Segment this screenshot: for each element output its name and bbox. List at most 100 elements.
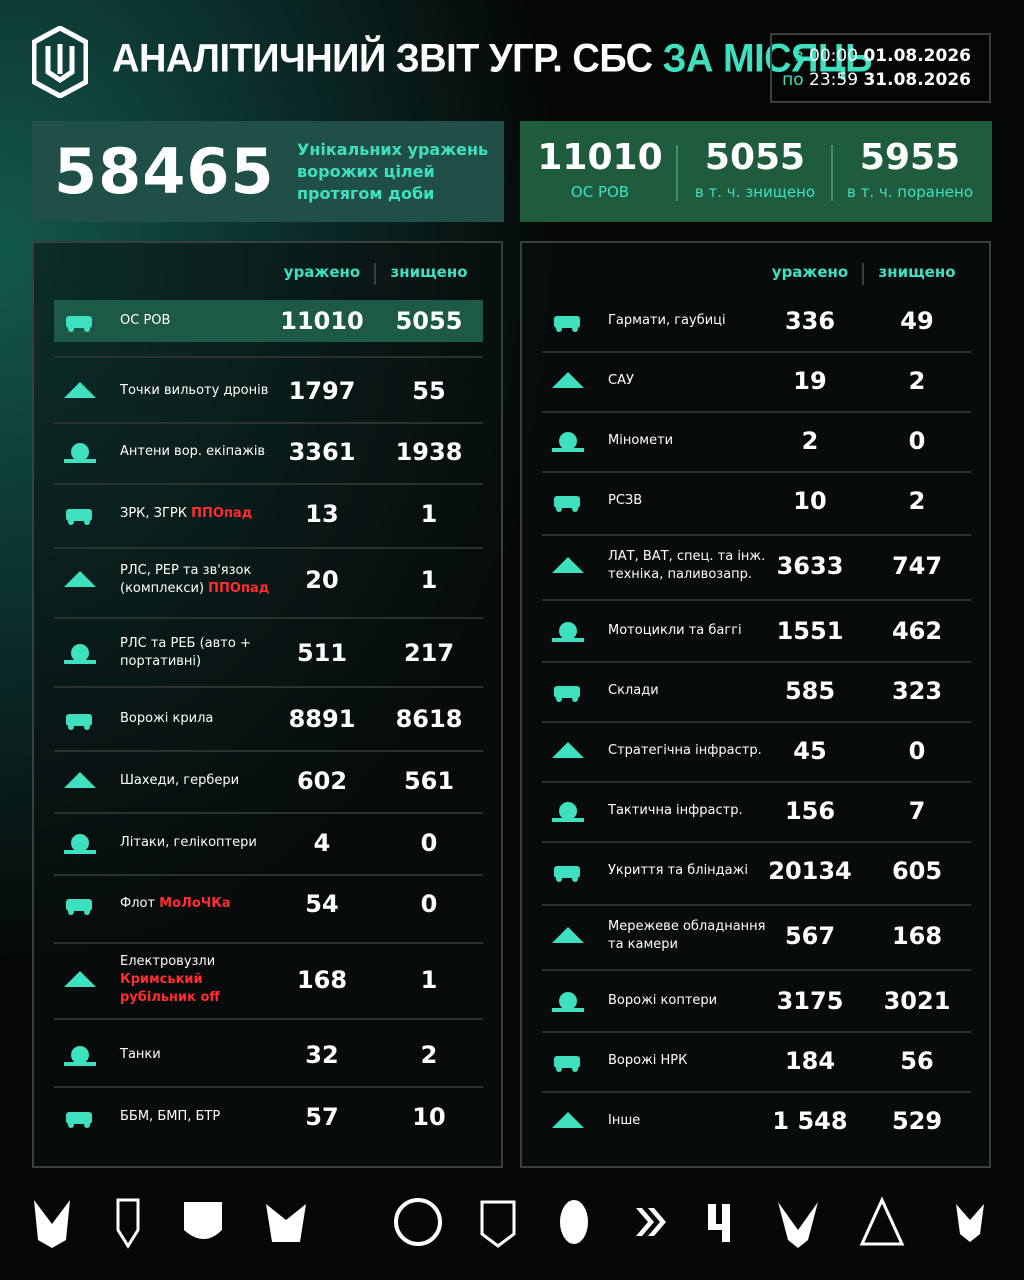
stat-label: в т. ч. поранено (847, 183, 973, 201)
row-icon (64, 1046, 96, 1066)
row-divider (54, 686, 483, 688)
row-divider (542, 1091, 971, 1093)
row-destroyed: 7 (908, 797, 926, 825)
row-destroyed: 0 (908, 427, 926, 455)
row-divider (54, 1017, 483, 1020)
row-label-line: ЛАТ, ВАТ, спец. та інж. (608, 549, 766, 564)
row-hit: 3175 (776, 987, 844, 1015)
row-destroyed: 10 (412, 1103, 446, 1131)
caption-line: ворожих цілей (297, 162, 435, 181)
row-label: Танки (120, 1046, 290, 1064)
row-divider (542, 351, 971, 353)
footer-logos (34, 1196, 984, 1249)
row-destroyed: 1 (420, 966, 438, 994)
row-icon (64, 443, 96, 463)
row-hit: 168 (296, 966, 348, 994)
row-icon (64, 772, 96, 788)
row-label: САУ (608, 372, 783, 390)
logos (34, 1196, 984, 1249)
row-hit: 1551 (776, 617, 844, 645)
row-label-line: Склади (608, 683, 659, 698)
row-label-line: ОС РОВ (120, 313, 171, 328)
row-divider (542, 411, 971, 413)
row-divider (54, 812, 483, 814)
row-destroyed: 168 (891, 922, 943, 950)
row-label-line: Електровузли (120, 954, 216, 969)
caption-line: Унікальних уражень (297, 140, 489, 159)
row-label-line: та камери (608, 937, 678, 952)
row-label: Ворожі коптери (608, 992, 783, 1010)
row-label-line: САУ (608, 373, 634, 388)
row-hit: 3633 (776, 552, 844, 580)
row-destroyed: 8618 (395, 705, 463, 733)
row-destroyed: 747 (891, 552, 943, 580)
stat-label: ОС РОВ (570, 183, 630, 201)
row-label-line: РЛС та РЕБ (авто + (120, 636, 251, 651)
row-label: ЗРК, ЗГРК ППОпад (120, 505, 290, 523)
row-label-line: Укриття та бліндажі (608, 863, 748, 878)
column-header: уражено (771, 263, 849, 281)
period-line: по 23:59 31.08.2026 (772, 68, 971, 92)
row-label: Шахеди, гербери (120, 772, 290, 790)
row-divider (542, 903, 971, 906)
row-destroyed: 605 (891, 857, 943, 885)
row-label-line: портативні) (120, 654, 202, 669)
row-label: ББМ, БМП, БТР (120, 1108, 290, 1126)
title-accent: ЗА МІСЯЦЬ (662, 36, 873, 82)
row-tag: МоЛоЧКа (159, 896, 231, 911)
title-text: АНАЛІТИЧНИЙ ЗВІТ УГР. СБС (112, 36, 653, 82)
row-divider (54, 1086, 483, 1088)
stat-value: 5955 (859, 137, 961, 178)
row-hit: 336 (784, 307, 836, 335)
row-divider (542, 1031, 971, 1033)
row-label-line: ЗРК, ЗГРК (120, 506, 187, 521)
row-icon (64, 834, 96, 854)
row-divider (542, 471, 971, 473)
row-label-line: Ворожі НРК (608, 1053, 688, 1068)
row-icon (66, 509, 92, 525)
period-line: з 00:00 01.08.2026 (772, 44, 971, 68)
row-divider (54, 942, 483, 944)
period-time: 00:00 (809, 46, 859, 66)
row-destroyed: 1 (420, 566, 438, 594)
column-header: уражено (283, 263, 361, 281)
title: АНАЛІТИЧНИЙ ЗВІТ УГР. СБС ЗА МІСЯЦЬ (112, 37, 872, 82)
row-divider (54, 547, 483, 549)
row-hit: 45 (793, 737, 827, 765)
row-destroyed: 2 (908, 487, 926, 515)
row-divider (542, 968, 971, 971)
row-icon (66, 714, 92, 730)
stats-box: 11010 ОС РОВ 5055 в т. ч. знищено 5955 в т. ч… (520, 121, 992, 222)
total-value: 58465 (54, 135, 275, 208)
row-icon (552, 432, 584, 452)
row-label: Літаки, гелікоптери (120, 834, 290, 852)
stat-value: 11010 (537, 137, 663, 178)
row-destroyed: 0 (420, 829, 438, 857)
row-label-line: Ворожі крила (120, 711, 214, 726)
row-label-line: Шахеди, гербери (120, 773, 240, 788)
row-label: РЛС, РЕР та зв'язок (комплекси) ППОпад (120, 562, 290, 598)
row-label: Ворожі крила (120, 710, 290, 728)
row-destroyed: 2 (420, 1041, 438, 1069)
stat-divider (831, 145, 833, 201)
row-hit: 57 (305, 1103, 339, 1131)
row-icon (554, 496, 580, 512)
row-label: Ворожі НРК (608, 1052, 783, 1070)
row-label: РЛС та РЕБ (авто + портативні) (120, 635, 290, 671)
row-tag: ППОпад (208, 581, 270, 596)
row-label-line: Мотоцикли та баггі (608, 623, 742, 638)
row-tag: Кримський рубільник off (120, 972, 220, 1005)
row-hit: 1797 (288, 377, 356, 405)
row-divider (54, 356, 483, 358)
logo (32, 26, 88, 98)
row-label-line: Ворожі коптери (608, 993, 718, 1008)
row-label-line: Флот (120, 896, 156, 911)
row-icon (554, 686, 580, 702)
row-divider (54, 750, 483, 752)
row-label: Електровузли Кримський рубільник off (120, 953, 235, 1007)
row-icon (554, 1056, 580, 1072)
row-label: Міномети (608, 432, 783, 450)
row-label-line: Міномети (608, 433, 674, 448)
